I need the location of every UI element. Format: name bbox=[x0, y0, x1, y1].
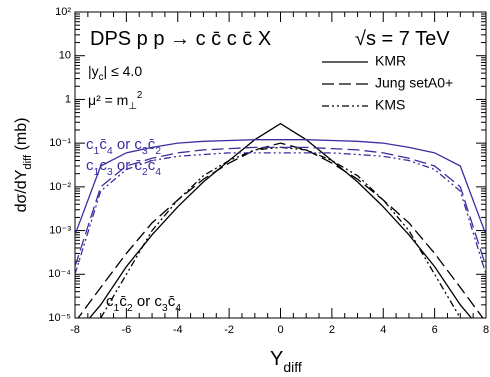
annotation-part: c bbox=[99, 157, 107, 174]
series-line bbox=[77, 142, 484, 318]
y-tick-label: 10⁻³ bbox=[49, 224, 71, 236]
annotation-part: c̄ bbox=[119, 293, 127, 310]
plot-area bbox=[75, 122, 486, 318]
annotation-part: c bbox=[86, 136, 94, 153]
x-tick-label: -2 bbox=[224, 324, 234, 336]
x-axis-label-part: diff bbox=[283, 359, 302, 375]
annotation-part: c̄ bbox=[148, 157, 156, 174]
annotation-part: or c̄ bbox=[113, 157, 143, 174]
annotation-part: 3 bbox=[162, 302, 168, 314]
annotation-part: ⊥ bbox=[128, 101, 137, 112]
annotation: DPS p p → c c̄ c c̄ X bbox=[90, 28, 271, 50]
annotation: √s = 7 TeV bbox=[355, 28, 450, 50]
legend-label: KMR bbox=[375, 53, 406, 69]
x-tick-label: -4 bbox=[173, 324, 183, 336]
x-tick-label: -6 bbox=[121, 324, 131, 336]
annotation-part: 1 bbox=[94, 145, 100, 157]
legend-label: Jung setA0+ bbox=[375, 75, 453, 91]
annotation: c1c̄2 or c3c̄4 bbox=[106, 293, 181, 314]
x-tick-label: 2 bbox=[329, 324, 335, 336]
annotation-part: or c bbox=[113, 136, 143, 153]
x-tick-label: 8 bbox=[483, 324, 489, 336]
annotation-part: 2 bbox=[127, 302, 133, 314]
x-tick-label: 6 bbox=[432, 324, 438, 336]
annotation: c1c̄4 or c3c̄2 bbox=[86, 136, 161, 157]
annotation-part: 3 bbox=[142, 145, 148, 157]
annotation-part: c̄ bbox=[99, 136, 107, 153]
annotation-part: √s = 7 TeV bbox=[355, 28, 450, 50]
annotation-part: c̄ bbox=[168, 293, 176, 310]
y-tick-label: 10 bbox=[59, 50, 71, 62]
annotation-part: 2 bbox=[155, 145, 161, 157]
y-tick-label: 1 bbox=[65, 93, 71, 105]
y-tick-label: 10⁻² bbox=[49, 181, 71, 193]
annotation-part: c bbox=[86, 157, 94, 174]
annotation-part: or c bbox=[133, 293, 163, 310]
y-tick-label: 10⁻¹ bbox=[49, 137, 71, 149]
y-tick-label: 10⁻⁵ bbox=[48, 312, 71, 324]
y-axis-label-part: diff bbox=[22, 154, 34, 170]
annotation-part: 2 bbox=[142, 166, 148, 178]
annotation-part: DPS p p → c c̄ c c̄ X bbox=[90, 28, 271, 50]
x-axis-label-part: Y bbox=[270, 348, 283, 370]
series-line bbox=[75, 146, 486, 267]
annotation-part: 1 bbox=[114, 302, 120, 314]
legend-label: KMS bbox=[375, 97, 405, 113]
annotation-part: 4 bbox=[175, 302, 181, 314]
x-tick-label: -8 bbox=[70, 324, 80, 336]
series-line bbox=[75, 139, 486, 236]
y-tick-label: 10² bbox=[55, 6, 71, 18]
x-tick-label: 0 bbox=[277, 324, 283, 336]
x-tick-label: 4 bbox=[380, 324, 386, 336]
y-axis-label: dσ/dYdiff (mb) bbox=[13, 118, 34, 213]
y-axis-label-part: dσ/dY bbox=[13, 169, 30, 212]
annotation-part: c̄ bbox=[148, 136, 156, 153]
annotation: μ² = m⊥2 bbox=[88, 90, 142, 112]
annotation-part: c bbox=[106, 293, 114, 310]
annotation-part: c bbox=[99, 72, 104, 83]
annotation-part: 3 bbox=[107, 166, 113, 178]
annotation-part: 1 bbox=[94, 166, 100, 178]
series-line bbox=[75, 152, 486, 275]
y-axis-label-part: (mb) bbox=[13, 118, 30, 155]
y-tick-label: 10⁻⁴ bbox=[48, 268, 71, 280]
annotation: c1c3 or c̄2c̄4 bbox=[86, 157, 161, 178]
annotation-part: |y bbox=[88, 63, 99, 79]
annotation-part: 4 bbox=[155, 166, 161, 178]
annotation: |yc| ≤ 4.0 bbox=[88, 63, 142, 83]
annotation-part: μ² = m bbox=[88, 92, 128, 108]
x-axis-label: Ydiff bbox=[270, 348, 302, 374]
annotation-part: 2 bbox=[137, 90, 142, 101]
annotation-part: 4 bbox=[107, 145, 113, 157]
annotation-part: | ≤ 4.0 bbox=[104, 63, 143, 79]
